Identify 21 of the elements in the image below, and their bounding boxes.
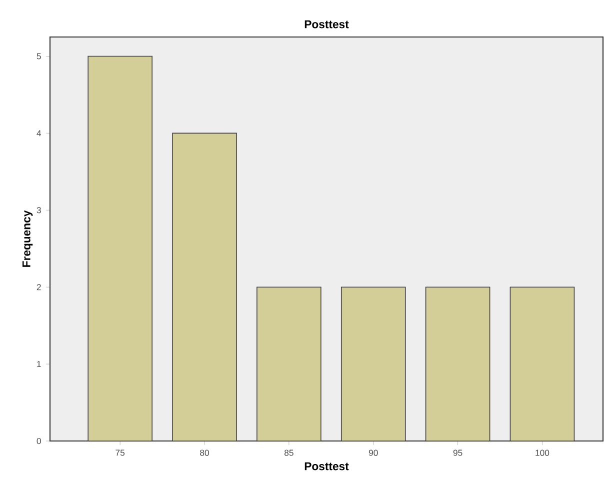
bar [426,287,490,442]
chart-title: Posttest [304,20,349,28]
bar [256,287,321,442]
y-tick-label: 3 [36,207,41,214]
y-axis-title: Frequency [22,210,33,267]
bar [172,133,237,442]
bar [341,287,406,442]
y-tick-label: 5 [36,53,41,60]
y-tick-label: 4 [36,130,42,136]
x-tick-label: 90 [368,450,378,456]
y-tick-label: 0 [36,438,41,444]
x-tick-label: 80 [200,450,209,456]
x-tick-label: 75 [116,450,125,456]
x-tick-label: 85 [284,450,294,456]
y-tick-label: 2 [36,284,41,290]
y-tick-label: 1 [37,361,41,368]
x-tick-label: 100 [536,450,550,456]
x-axis-title: Posttest [304,462,349,470]
bar [510,286,575,442]
bar [88,56,152,442]
x-tick-label: 95 [453,450,462,456]
